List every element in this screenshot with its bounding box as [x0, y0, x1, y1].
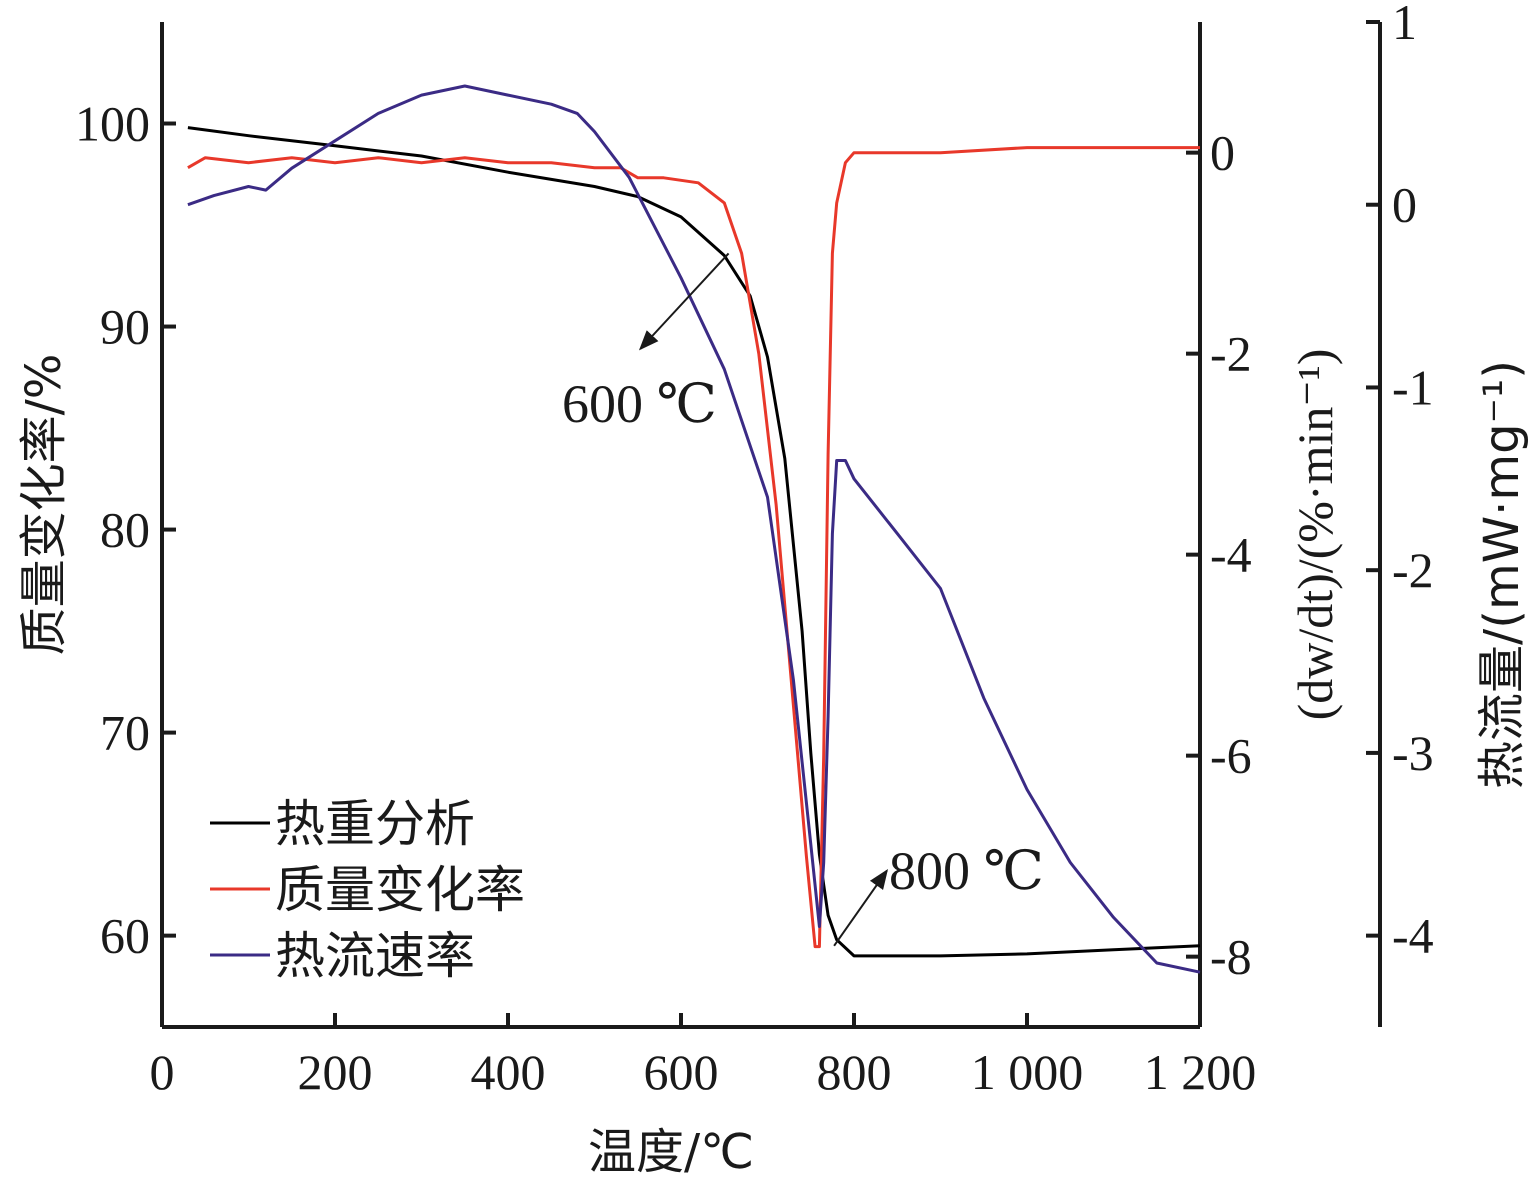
y-mid-tick-label: 0	[1210, 125, 1235, 181]
y-left-axis-title: 质量变化率/%	[16, 354, 72, 656]
series-line-2	[187, 84, 1201, 974]
y-mid-tick-label: -4	[1210, 527, 1252, 583]
x-tick-label: 400	[471, 1044, 546, 1100]
x-tick-label: 600	[644, 1044, 719, 1100]
series-layer	[187, 84, 1201, 974]
y-mid-tick-label: -8	[1210, 929, 1252, 985]
x-tick-label: 200	[298, 1044, 373, 1100]
y-left-tick-label: 70	[100, 705, 150, 761]
annotation-arrow	[833, 869, 889, 947]
series-line-0	[187, 126, 1201, 958]
annotation-label: 800 ℃	[889, 841, 1044, 901]
y-right-tick-label: 1	[1392, 0, 1417, 50]
y-right-tick-label: 0	[1392, 177, 1417, 233]
y-right-tick-label: -3	[1392, 725, 1434, 781]
legend-label: 质量变化率	[275, 861, 525, 919]
axes: 0 200 400 600 800 1 000 1 200607080901000-2-4-…	[16, 0, 1530, 1180]
legend-label: 热重分析	[275, 795, 475, 853]
x-axis-title: 温度/℃	[588, 1124, 754, 1180]
y-left-tick-label: 90	[100, 299, 150, 355]
series-line-1	[187, 146, 1200, 949]
y-left-tick-label: 60	[100, 908, 150, 964]
y-left-tick-label: 100	[75, 96, 150, 152]
y-right-tick-label: -2	[1392, 542, 1434, 598]
legend-label: 热流速率	[275, 927, 475, 985]
annotation-label: 600 ℃	[562, 374, 717, 434]
annotation-arrow	[638, 252, 730, 351]
x-tick-label: 1 000	[971, 1044, 1084, 1100]
annotations-layer: 600 ℃ 800 ℃	[562, 252, 1044, 947]
y-mid-axis-title: (dw/dt)/(%·min⁻¹)	[1287, 349, 1343, 721]
x-tick-label: 1 200	[1144, 1044, 1257, 1100]
y-mid-tick-label: -6	[1210, 728, 1252, 784]
y-mid-tick-label: -2	[1210, 326, 1252, 382]
y-right-tick-label: -4	[1392, 908, 1434, 964]
x-tick-label: 800	[817, 1044, 892, 1100]
y-right-axis-title: 热流量/(mW·mg⁻¹)	[1474, 360, 1530, 789]
x-tick-label: 0	[150, 1044, 175, 1100]
y-left-tick-label: 80	[100, 502, 150, 558]
y-right-tick-label: -1	[1392, 359, 1434, 415]
